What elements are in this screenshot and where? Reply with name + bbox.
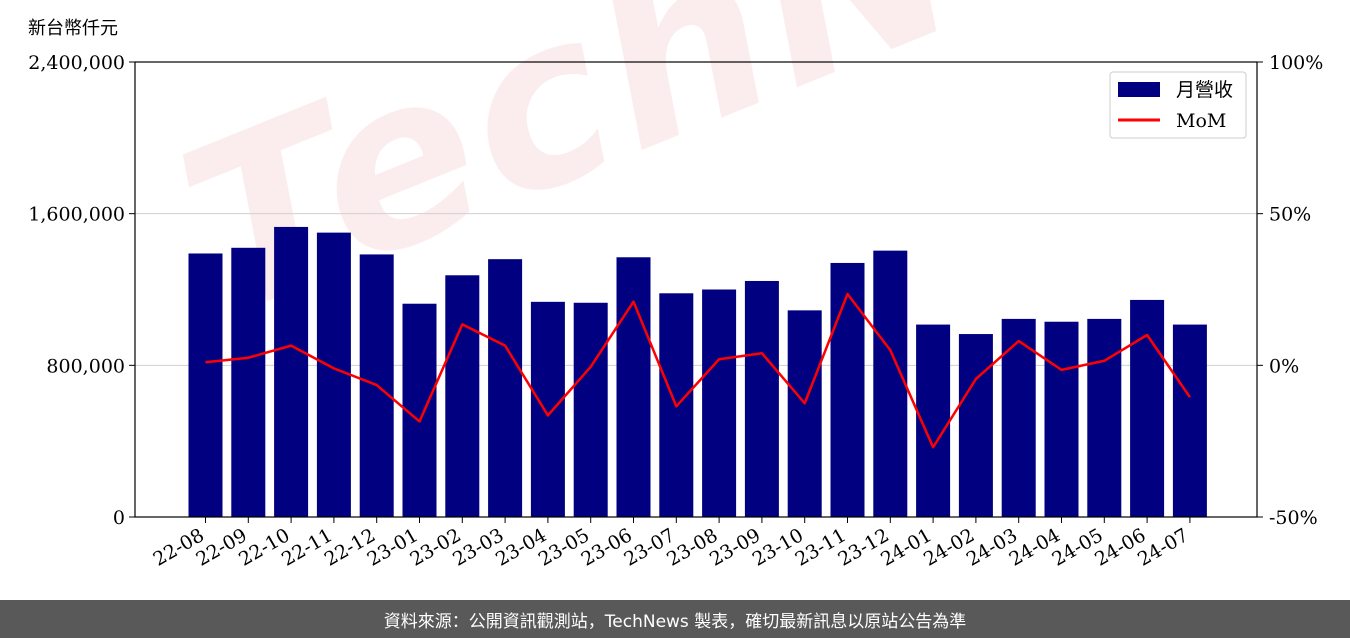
bar-24-06: [1130, 299, 1165, 517]
y-tick-label: 1,600,000: [28, 204, 125, 226]
bar-22-08: [188, 253, 223, 517]
y-tick-label: 800,000: [46, 355, 125, 377]
y2-tick-label: 100%: [1269, 52, 1323, 74]
source-footer: 資料來源：公開資訊觀測站，TechNews 製表，確切最新訊息以原站公告為準: [0, 600, 1350, 638]
bar-23-03: [488, 259, 523, 517]
plot-frame: [134, 61, 1258, 518]
legend-label-line: MoM: [1176, 110, 1226, 132]
bar-23-09: [744, 280, 779, 517]
bar-24-07: [1172, 324, 1207, 517]
bar-23-10: [787, 310, 822, 517]
bar-23-12: [873, 250, 908, 517]
y2-tick-label: 0%: [1269, 355, 1299, 377]
y2-tick-label: -50%: [1269, 507, 1318, 529]
bar-23-02: [445, 275, 480, 517]
bar-23-08: [702, 289, 737, 517]
bar-23-05: [573, 302, 608, 517]
bar-23-06: [616, 257, 651, 517]
revenue-chart: 0 800,000 1,600,000 2,400,000 -50% 0% 50% 100% 2…: [28, 52, 1323, 571]
bar-24-05: [1087, 318, 1122, 517]
bar-24-02: [958, 334, 993, 517]
legend-label-bar: 月營收: [1176, 79, 1233, 101]
bar-22-10: [274, 226, 309, 517]
bar-24-04: [1044, 321, 1079, 517]
legend-swatch-bar: [1118, 82, 1160, 97]
mom-line: [205, 292, 1191, 449]
y-tick-label: 0: [113, 507, 125, 529]
y-tick-label: 2,400,000: [28, 52, 125, 74]
x-tick-label: 24-07: [1134, 524, 1192, 570]
y2-tick-label: 50%: [1269, 204, 1311, 226]
bar-22-11: [316, 232, 351, 517]
y-axis-label: 新台幣仟元: [28, 18, 118, 39]
bar-22-09: [231, 247, 266, 517]
bar-23-04: [530, 301, 565, 517]
bar-23-11: [830, 262, 865, 517]
